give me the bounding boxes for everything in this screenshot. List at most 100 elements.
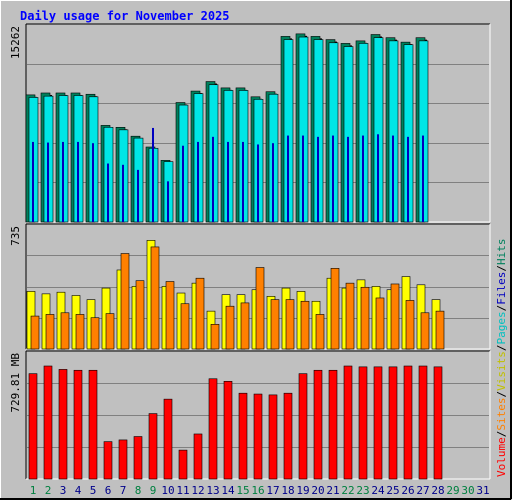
day-label: 31 [476, 484, 489, 497]
y-max-label: 729.81 MB [9, 353, 22, 413]
bar-volume-day-9 [148, 413, 158, 480]
bar-pages-day-6 [107, 163, 109, 222]
bar-sites-day-27 [420, 312, 430, 350]
bar-pages-day-7 [122, 164, 124, 222]
day-label: 15 [236, 484, 249, 497]
day-label: 28 [431, 484, 444, 497]
panel-volume: 729.81 MB [9, 350, 491, 480]
bar-sites-day-13 [210, 324, 220, 350]
day-label: 6 [105, 484, 112, 497]
bar-volume-day-13 [208, 378, 218, 480]
chart-title: Daily usage for November 2025 [20, 9, 230, 23]
legend-hits: Hits [495, 239, 508, 266]
day-label: 2 [45, 484, 52, 497]
legend-separator: / [495, 345, 508, 352]
day-label: 18 [281, 484, 294, 497]
day-label: 29 [446, 484, 459, 497]
bar-volume-day-19 [298, 373, 308, 480]
bar-volume-day-2 [43, 365, 53, 480]
bar-volume-day-11 [178, 449, 188, 480]
bar-pages-day-1 [32, 141, 34, 222]
bar-pages-day-9 [152, 127, 154, 222]
bar-pages-day-27 [422, 135, 424, 222]
day-label: 3 [60, 484, 67, 497]
chart-legend: Volume/Sites/Visits/Pages/Files/Hits [495, 239, 508, 478]
bar-sites-day-28 [435, 310, 445, 350]
day-label: 5 [90, 484, 97, 497]
bar-pages-day-3 [62, 141, 64, 222]
bar-sites-day-9 [150, 246, 160, 350]
bar-sites-day-8 [135, 280, 145, 350]
bar-pages-day-21 [332, 135, 334, 222]
bar-volume-day-10 [163, 398, 173, 480]
bar-pages-day-20 [317, 136, 319, 222]
day-label: 23 [356, 484, 369, 497]
bar-volume-day-27 [418, 365, 428, 480]
bar-volume-day-23 [358, 366, 368, 480]
legend-separator: / [495, 391, 508, 398]
bar-volume-day-22 [343, 365, 353, 480]
bar-volume-day-25 [388, 366, 398, 480]
day-label: 8 [135, 484, 142, 497]
bar-pages-day-13 [212, 136, 214, 222]
bar-sites-day-17 [270, 299, 280, 350]
bar-pages-day-25 [392, 135, 394, 222]
legend-separator: / [495, 265, 508, 272]
bar-pages-day-14 [227, 141, 229, 222]
day-label: 19 [296, 484, 309, 497]
bar-pages-day-18 [287, 135, 289, 222]
bar-pages-day-12 [197, 141, 199, 222]
bar-sites-day-24 [375, 297, 385, 350]
day-label: 30 [461, 484, 474, 497]
bar-sites-day-1 [30, 315, 40, 350]
bar-volume-day-3 [58, 369, 68, 480]
bar-volume-day-18 [283, 392, 293, 480]
bar-sites-day-22 [345, 282, 355, 350]
bar-volume-day-6 [103, 441, 113, 480]
bar-volume-day-26 [403, 365, 413, 480]
bar-pages-day-19 [302, 135, 304, 222]
day-label: 11 [176, 484, 189, 497]
bar-sites-day-20 [315, 314, 325, 350]
bar-sites-day-7 [120, 253, 130, 350]
panel-hits-files: 15262 [9, 23, 491, 223]
bar-pages-day-17 [272, 143, 274, 222]
bar-volume-day-8 [133, 436, 143, 480]
day-label: 16 [251, 484, 264, 497]
bar-sites-day-18 [285, 299, 295, 350]
day-label: 20 [311, 484, 324, 497]
bar-volume-day-16 [253, 393, 263, 480]
bar-sites-day-11 [180, 303, 190, 350]
bar-pages-day-16 [257, 144, 259, 222]
day-axis-labels: 1 2 3 4 5 6 7 8 9 10 11 12 13 14 15 16 17 18 19 20 21 22 23 24 2… [30, 484, 490, 497]
bar-pages-day-11 [182, 145, 184, 222]
day-label: 24 [371, 484, 385, 497]
day-label: 1 [30, 484, 37, 497]
legend-files: Files [495, 272, 508, 305]
legend-volume: Volume [495, 437, 508, 477]
bar-sites-day-3 [60, 312, 70, 350]
bar-sites-day-10 [165, 281, 175, 350]
day-label: 27 [416, 484, 429, 497]
bar-pages-day-22 [347, 136, 349, 222]
bar-pages-day-23 [362, 135, 364, 222]
bar-sites-day-19 [300, 300, 310, 350]
day-label: 10 [161, 484, 174, 497]
bar-sites-day-25 [390, 283, 400, 350]
legend-separator: / [495, 431, 508, 438]
bar-sites-day-15 [240, 302, 250, 350]
bars-volume [28, 365, 443, 480]
bar-sites-day-4 [75, 314, 85, 350]
bar-volume-day-17 [268, 394, 278, 480]
bar-sites-day-23 [360, 286, 370, 350]
y-max-label: 735 [9, 226, 22, 246]
day-label: 9 [150, 484, 157, 497]
bar-pages-day-24 [377, 134, 379, 222]
bars-hits-files [25, 33, 429, 223]
day-label: 4 [75, 484, 82, 497]
legend-visits: Visits [495, 351, 508, 391]
day-label: 14 [221, 484, 235, 497]
bar-sites-day-12 [195, 277, 205, 350]
bar-volume-day-7 [118, 439, 128, 480]
